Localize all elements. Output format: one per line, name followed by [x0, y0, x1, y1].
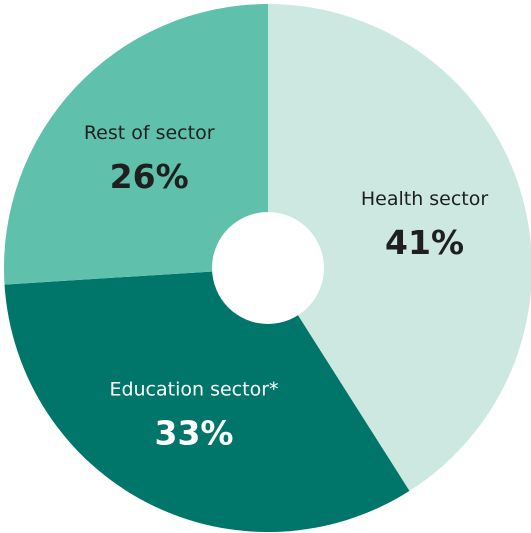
slice-value-label: 41% [385, 223, 464, 262]
pie-slice [268, 4, 531, 491]
pie-slice [3, 4, 268, 285]
slice-value-label: 26% [110, 157, 189, 196]
pie-slice [4, 268, 410, 532]
slice-label: Health sector [361, 188, 489, 210]
slice-label: Education sector* [109, 379, 278, 401]
donut-hole [212, 212, 324, 324]
slice-label: Rest of sector [84, 122, 215, 144]
slice-value-label: 33% [154, 414, 233, 453]
